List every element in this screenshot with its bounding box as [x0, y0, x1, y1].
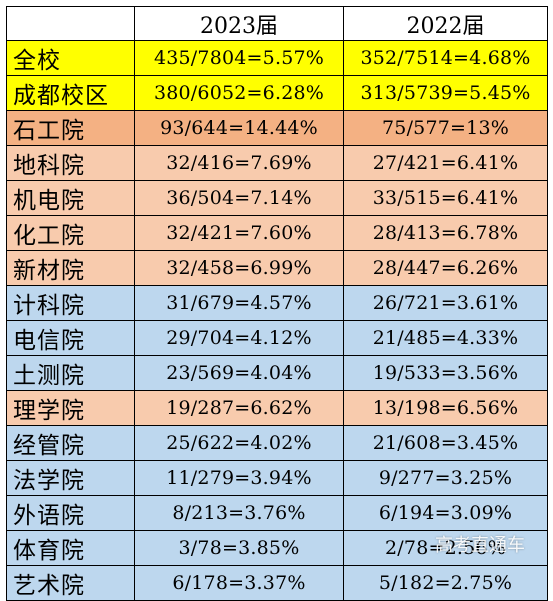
value-2022-cell[interactable]: 13/198=6.56%	[343, 390, 548, 427]
value-2022-cell[interactable]: 9/277=3.25%	[343, 460, 548, 497]
value-2023-cell[interactable]: 29/704=4.12%	[134, 320, 344, 357]
table-body: 全校 435/7804=5.57% 352/7514=4.68% 成都校区 380/60…	[6, 40, 548, 601]
row-name-cell[interactable]: 外语院	[6, 495, 135, 532]
table-row: 电信院 29/704=4.12% 21/485=4.33%	[6, 320, 548, 357]
row-name-cell[interactable]: 体育院	[6, 530, 135, 567]
row-name-cell[interactable]: 电信院	[6, 320, 135, 357]
results-table: 2023届 2022届 全校 435/7804=5.57% 352/7514=4.6…	[6, 5, 548, 601]
table-row: 土测院 23/569=4.04% 19/533=3.56%	[6, 355, 548, 392]
value-2023-cell[interactable]: 32/416=7.69%	[134, 145, 344, 182]
value-2023-cell[interactable]: 19/287=6.62%	[134, 390, 344, 427]
value-2022-cell[interactable]: 21/608=3.45%	[343, 425, 548, 462]
row-name-cell[interactable]: 理学院	[6, 390, 135, 427]
header-2022[interactable]: 2022届	[343, 5, 548, 42]
value-2022-cell[interactable]: 352/7514=4.68%	[343, 40, 548, 77]
table-row: 艺术院 6/178=3.37% 5/182=2.75%	[6, 565, 548, 601]
row-name-cell[interactable]: 地科院	[6, 145, 135, 182]
spreadsheet-view: 2023届 2022届 全校 435/7804=5.57% 352/7514=4.6…	[6, 5, 548, 601]
header-corner-cell[interactable]	[6, 5, 135, 42]
row-name-cell[interactable]: 成都校区	[6, 75, 135, 112]
row-name-cell[interactable]: 土测院	[6, 355, 135, 392]
value-2022-cell[interactable]: 6/194=3.09%	[343, 495, 548, 532]
value-2023-cell[interactable]: 23/569=4.04%	[134, 355, 344, 392]
value-2022-cell[interactable]: 5/182=2.75%	[343, 565, 548, 601]
value-2023-cell[interactable]: 25/622=4.02%	[134, 425, 344, 462]
value-2023-cell[interactable]: 435/7804=5.57%	[134, 40, 344, 77]
table-row: 石工院 93/644=14.44% 75/577=13%	[6, 110, 548, 147]
table-row: 经管院 25/622=4.02% 21/608=3.45%	[6, 425, 548, 462]
header-2023[interactable]: 2023届	[134, 5, 344, 42]
value-2022-cell[interactable]: 28/413=6.78%	[343, 215, 548, 252]
value-2022-cell[interactable]: 26/721=3.61%	[343, 285, 548, 322]
table-row: 体育院 3/78=3.85% 2/78=2.56%	[6, 530, 548, 567]
value-2023-cell[interactable]: 380/6052=6.28%	[134, 75, 344, 112]
row-name-cell[interactable]: 经管院	[6, 425, 135, 462]
value-2023-cell[interactable]: 36/504=7.14%	[134, 180, 344, 217]
table-row: 地科院 32/416=7.69% 27/421=6.41%	[6, 145, 548, 182]
value-2023-cell[interactable]: 31/679=4.57%	[134, 285, 344, 322]
value-2023-cell[interactable]: 32/421=7.60%	[134, 215, 344, 252]
row-name-cell[interactable]: 石工院	[6, 110, 135, 147]
value-2022-cell[interactable]: 75/577=13%	[343, 110, 548, 147]
value-2022-cell[interactable]: 19/533=3.56%	[343, 355, 548, 392]
value-2023-cell[interactable]: 11/279=3.94%	[134, 460, 344, 497]
table-row: 计科院 31/679=4.57% 26/721=3.61%	[6, 285, 548, 322]
row-name-cell[interactable]: 新材院	[6, 250, 135, 287]
table-row: 新材院 32/458=6.99% 28/447=6.26%	[6, 250, 548, 287]
value-2022-cell[interactable]: 27/421=6.41%	[343, 145, 548, 182]
value-2022-cell[interactable]: 313/5739=5.45%	[343, 75, 548, 112]
table-row: 理学院 19/287=6.62% 13/198=6.56%	[6, 390, 548, 427]
value-2023-cell[interactable]: 3/78=3.85%	[134, 530, 344, 567]
value-2023-cell[interactable]: 6/178=3.37%	[134, 565, 344, 601]
value-2022-cell[interactable]: 33/515=6.41%	[343, 180, 548, 217]
value-2022-cell[interactable]: 2/78=2.56%	[343, 530, 548, 567]
row-name-cell[interactable]: 艺术院	[6, 565, 135, 601]
table-row: 化工院 32/421=7.60% 28/413=6.78%	[6, 215, 548, 252]
table-row: 机电院 36/504=7.14% 33/515=6.41%	[6, 180, 548, 217]
value-2022-cell[interactable]: 28/447=6.26%	[343, 250, 548, 287]
table-row: 外语院 8/213=3.76% 6/194=3.09%	[6, 495, 548, 532]
value-2023-cell[interactable]: 32/458=6.99%	[134, 250, 344, 287]
row-name-cell[interactable]: 化工院	[6, 215, 135, 252]
row-name-cell[interactable]: 法学院	[6, 460, 135, 497]
table-row: 全校 435/7804=5.57% 352/7514=4.68%	[6, 40, 548, 77]
table-header: 2023届 2022届	[6, 5, 548, 42]
row-name-cell[interactable]: 机电院	[6, 180, 135, 217]
table-row: 成都校区 380/6052=6.28% 313/5739=5.45%	[6, 75, 548, 112]
row-name-cell[interactable]: 计科院	[6, 285, 135, 322]
value-2023-cell[interactable]: 8/213=3.76%	[134, 495, 344, 532]
header-row: 2023届 2022届	[6, 5, 548, 42]
table-row: 法学院 11/279=3.94% 9/277=3.25%	[6, 460, 548, 497]
value-2023-cell[interactable]: 93/644=14.44%	[134, 110, 344, 147]
value-2022-cell[interactable]: 21/485=4.33%	[343, 320, 548, 357]
row-name-cell[interactable]: 全校	[6, 40, 135, 77]
